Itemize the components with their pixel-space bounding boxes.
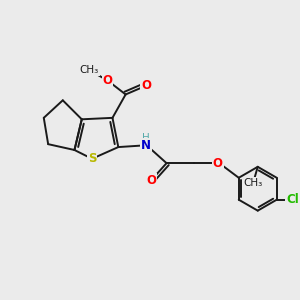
Text: CH₃: CH₃ xyxy=(80,65,99,75)
Text: O: O xyxy=(146,174,156,187)
Text: H: H xyxy=(142,133,150,143)
Text: O: O xyxy=(213,157,223,170)
Text: S: S xyxy=(88,152,96,165)
Text: O: O xyxy=(141,79,151,92)
Text: Cl: Cl xyxy=(286,193,299,206)
Text: N: N xyxy=(141,139,151,152)
Text: O: O xyxy=(103,74,112,87)
Text: CH₃: CH₃ xyxy=(244,178,263,188)
